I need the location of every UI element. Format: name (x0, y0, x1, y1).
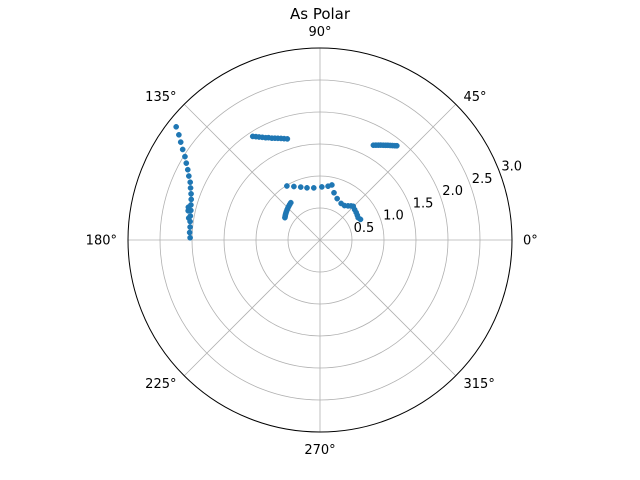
data-point (304, 184, 310, 191)
data-point (183, 160, 190, 166)
data-point (176, 131, 182, 138)
theta-tick-label: 90° (308, 25, 331, 40)
data-point (291, 183, 297, 190)
theta-tick-label: 225° (145, 377, 176, 392)
theta-tick-label: 270° (304, 443, 335, 458)
data-point (297, 184, 304, 190)
theta-tick-label: 45° (464, 90, 487, 105)
data-point (187, 179, 194, 186)
data-point (334, 195, 340, 202)
data-point (188, 190, 194, 197)
data-point (187, 234, 193, 241)
theta-tick-label: 315° (464, 377, 495, 392)
data-point (284, 136, 291, 142)
data-point (319, 184, 325, 190)
data-point (310, 185, 317, 191)
data-point (187, 224, 193, 230)
theta-tick-label: 180° (86, 234, 117, 249)
r-tick-label: 1.5 (413, 196, 434, 211)
data-point (185, 204, 192, 211)
theta-grid-line (183, 239, 321, 377)
data-point (177, 139, 184, 145)
data-point (329, 182, 335, 188)
data-point (187, 185, 194, 191)
theta-grid-line (319, 239, 457, 377)
data-point (357, 216, 364, 223)
data-point (182, 153, 188, 160)
r-tick-label: 2.0 (442, 184, 463, 199)
data-point (185, 215, 192, 221)
data-points (173, 123, 400, 241)
tick-labels: 0° 45° 90° 135° 180° 225° 270° 315° 0.5 1.0 1.5 2.0… (86, 25, 538, 458)
data-point (188, 196, 195, 203)
data-point (179, 146, 186, 153)
data-point (287, 199, 294, 206)
chart-title: As Polar (290, 5, 351, 23)
theta-grid-line (183, 103, 321, 241)
data-point (394, 142, 400, 149)
theta-tick-label: 135° (145, 90, 176, 105)
data-point (331, 189, 337, 196)
theta-grid-line (319, 103, 457, 241)
grid-layer (127, 47, 513, 433)
data-point (186, 229, 193, 236)
r-tick-label: 0.5 (354, 221, 375, 236)
r-tick-label: 3.0 (501, 160, 522, 175)
r-tick-label: 1.0 (383, 209, 404, 224)
data-point (184, 166, 191, 173)
data-point (284, 183, 290, 189)
theta-tick-label: 0° (523, 234, 538, 249)
polar-spine (127, 47, 513, 433)
data-point (186, 173, 192, 179)
r-tick-label: 2.5 (472, 172, 493, 187)
data-point (173, 123, 180, 130)
